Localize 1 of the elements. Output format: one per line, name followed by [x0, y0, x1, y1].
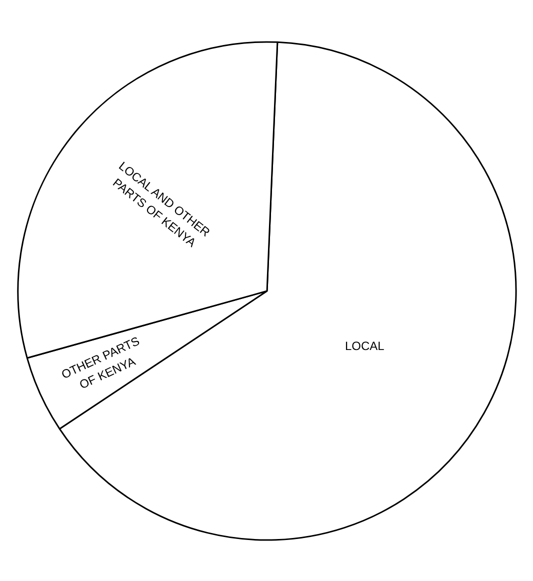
slice-label: LOCAL: [344, 338, 385, 353]
